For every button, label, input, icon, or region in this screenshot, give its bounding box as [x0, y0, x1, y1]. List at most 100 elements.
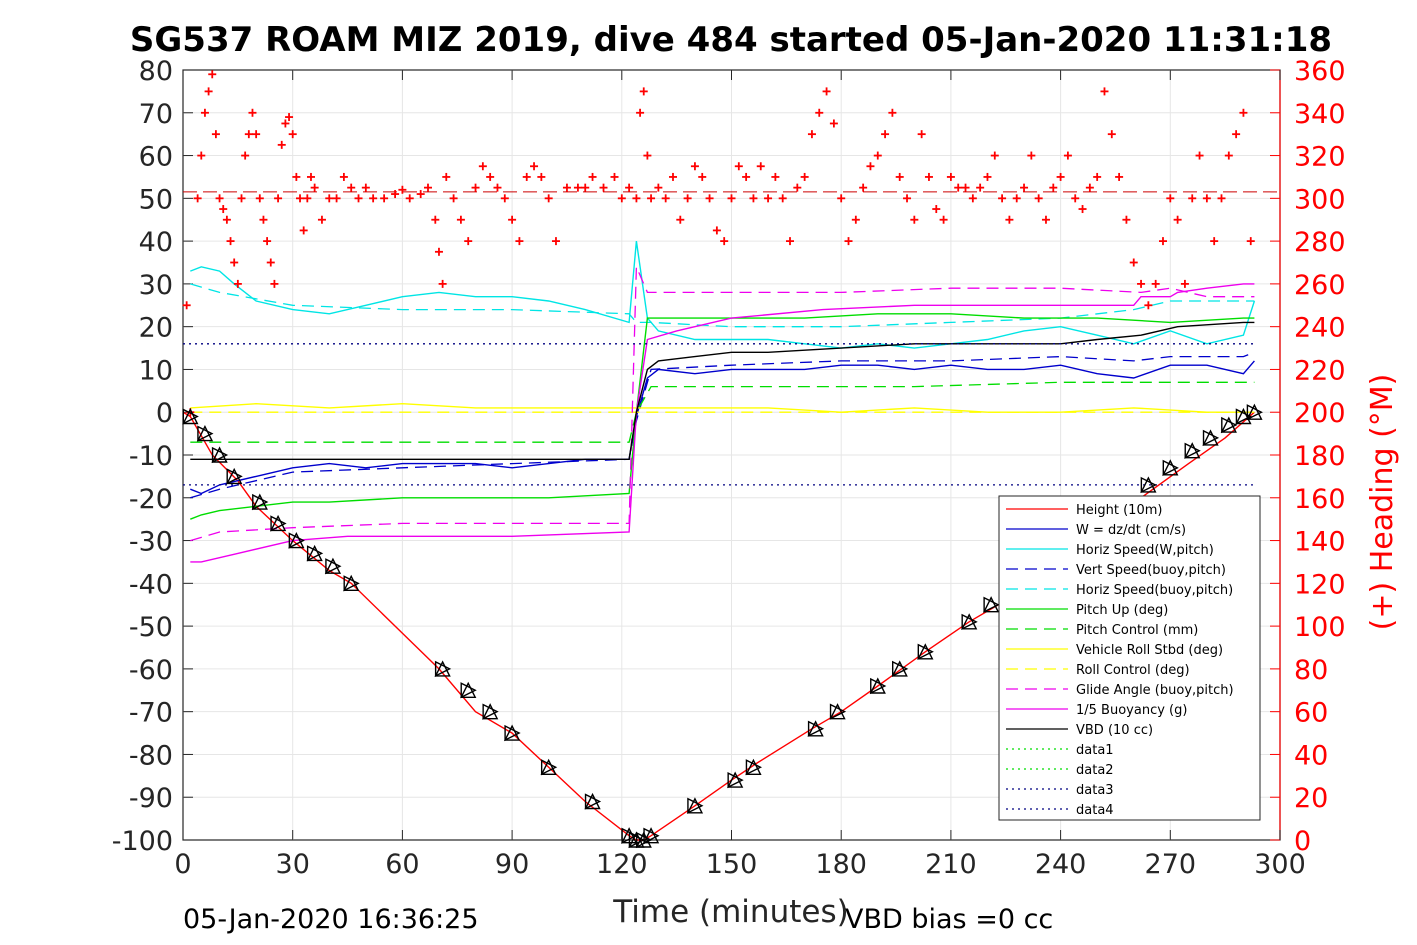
- heading-point: [252, 130, 261, 139]
- heading-point: [807, 130, 816, 139]
- heading-point: [438, 279, 447, 288]
- heading-point: [1217, 194, 1226, 203]
- height-marker: [891, 660, 909, 678]
- y-tick-label: 60: [139, 142, 173, 173]
- y-right-tick-label: 180: [1294, 441, 1346, 472]
- x-tick-label: 150: [706, 849, 758, 880]
- heading-point: [643, 151, 652, 160]
- heading-point: [764, 194, 773, 203]
- legend-item: VBD (10 cc): [1006, 723, 1153, 738]
- heading-point: [361, 183, 370, 192]
- x-tick-label: 120: [596, 849, 648, 880]
- legend-item: data3: [1006, 783, 1114, 798]
- heading-point: [815, 108, 824, 117]
- y-right-tick-label: 80: [1294, 655, 1328, 686]
- heading-point: [778, 194, 787, 203]
- heading-point: [581, 183, 590, 192]
- heading-point: [270, 279, 279, 288]
- x-tick-label: 90: [495, 849, 529, 880]
- heading-point: [654, 183, 663, 192]
- heading-point: [1041, 215, 1050, 224]
- series-1-5-buoyancy-g: [190, 283, 1255, 563]
- heading-point: [281, 119, 290, 128]
- y-tick-label: -30: [129, 527, 173, 558]
- legend-item: Roll Control (deg): [1006, 663, 1190, 678]
- series-pitch-control-mm: [190, 381, 1255, 443]
- heading-point: [1151, 279, 1160, 288]
- heading-point: [617, 194, 626, 203]
- height-marker: [251, 493, 269, 511]
- y-axis-right: 3603403203002802602402202001801601401201…: [1270, 56, 1346, 857]
- height-marker: [1184, 442, 1201, 459]
- height-marker: [182, 407, 199, 425]
- x-tick-label: 300: [1254, 849, 1306, 880]
- y-axis-left: 80 70 60 50 40 30 20 10 0 -10 -20 -30 -40 -50 -60 -70 -8…: [112, 56, 193, 857]
- heading-point: [917, 130, 926, 139]
- heading-point: [647, 194, 656, 203]
- x-tick-label: 240: [1035, 849, 1087, 880]
- legend-item: data1: [1006, 743, 1114, 758]
- heading-point: [851, 215, 860, 224]
- heading-point: [1173, 215, 1182, 224]
- heading-point: [1232, 130, 1241, 139]
- legend-item: Horiz Speed(W,pitch): [1006, 543, 1214, 558]
- heading-point: [771, 172, 780, 181]
- height-marker: [211, 446, 229, 464]
- height-marker: [1162, 459, 1179, 476]
- heading-point: [1144, 301, 1153, 310]
- y-right-tick-label: 240: [1294, 313, 1346, 344]
- y-tick-label: 50: [139, 184, 173, 215]
- heading-point: [1085, 183, 1094, 192]
- heading-point: [1158, 237, 1167, 246]
- series-vert-speed-buoy-pitch: [190, 351, 1255, 499]
- y-tick-label: 70: [139, 99, 173, 130]
- legend-item: Pitch Control (mm): [1006, 623, 1198, 638]
- height-marker: [503, 724, 521, 742]
- heading-point: [1166, 194, 1175, 203]
- legend-item: Pitch Up (deg): [1006, 603, 1168, 618]
- heading-point: [200, 108, 209, 117]
- y-right-tick-label: 20: [1294, 783, 1328, 814]
- legend-label: Pitch Up (deg): [1076, 603, 1168, 618]
- height-marker: [482, 703, 499, 720]
- heading-point: [610, 172, 619, 181]
- heading-point: [1093, 172, 1102, 181]
- heading-point: [310, 183, 319, 192]
- heading-point: [632, 194, 641, 203]
- legend-box: [998, 495, 1261, 821]
- heading-point: [903, 194, 912, 203]
- heading-point: [1202, 194, 1211, 203]
- heading-point: [727, 194, 736, 203]
- heading-point: [734, 162, 743, 171]
- y-right-tick-label: 280: [1294, 227, 1346, 258]
- y-right-tick-label: 360: [1294, 56, 1346, 87]
- heading-point: [829, 119, 838, 128]
- y-right-tick-label: 320: [1294, 142, 1346, 173]
- heading-point: [844, 237, 853, 246]
- heading-point: [259, 215, 268, 224]
- heading-point: [266, 258, 275, 267]
- heading-point: [296, 194, 305, 203]
- series-horiz-speed-buoy-pitch: [190, 283, 1255, 328]
- legend-label: data2: [1076, 763, 1114, 778]
- heading-point: [208, 70, 217, 79]
- heading-point: [292, 172, 301, 181]
- y-tick-label: 0: [156, 398, 173, 429]
- heading-point: [939, 215, 948, 224]
- legend: Height (10m) W = dz/dt (cm/s) Horiz Speed(…: [998, 495, 1261, 821]
- heading-point: [683, 194, 692, 203]
- legend-label: VBD (10 cc): [1076, 723, 1153, 738]
- heading-point: [983, 172, 992, 181]
- heading-point: [263, 237, 272, 246]
- y-tick-label: -50: [129, 612, 173, 643]
- legend-label: Horiz Speed(buoy,pitch): [1076, 583, 1233, 598]
- heading-point: [1100, 87, 1109, 96]
- legend-label: Glide Angle (buoy,pitch): [1076, 683, 1234, 698]
- heading-point: [544, 194, 553, 203]
- heading-point: [1115, 172, 1124, 181]
- heading-point: [742, 172, 751, 181]
- heading-point: [1027, 151, 1036, 160]
- heading-point: [690, 162, 699, 171]
- heading-point: [347, 183, 356, 192]
- y-right-tick-label: 300: [1294, 184, 1346, 215]
